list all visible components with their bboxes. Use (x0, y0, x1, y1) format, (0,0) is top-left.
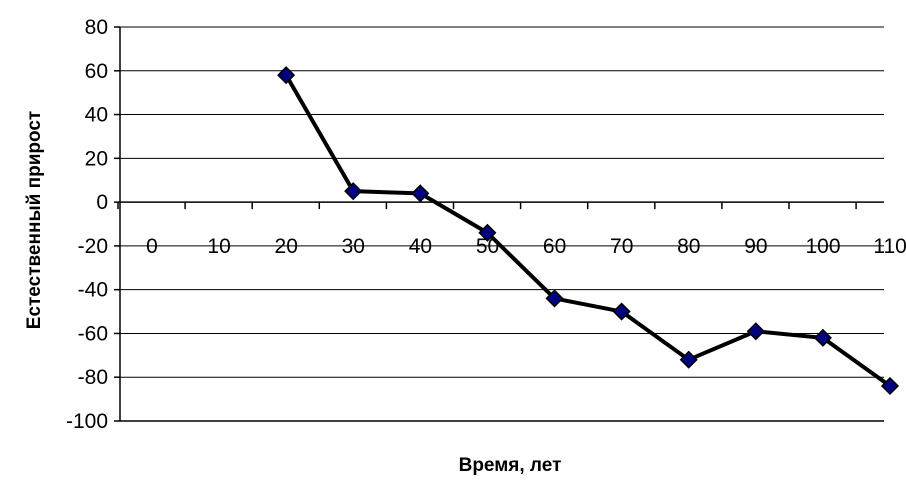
x-tick-label: 10 (207, 235, 230, 258)
y-tick-label: -100 (66, 410, 108, 433)
y-axis-ticks: 80 60 40 20 0 -20 -40 -60 -80 -100 (66, 16, 120, 433)
x-tick-label: 40 (409, 235, 432, 258)
x-tick-label: 90 (744, 235, 767, 258)
y-tick-label: 40 (85, 104, 108, 127)
x-tick-label: 110 (873, 235, 906, 258)
x-axis-title: Время, лет (459, 455, 562, 476)
y-tick-label: -40 (78, 279, 108, 302)
data-point-marker (679, 350, 698, 369)
x-tick-label: 70 (610, 235, 633, 258)
y-tick-label: -20 (78, 235, 108, 258)
data-point-marker (411, 184, 430, 203)
x-tick-label: 100 (805, 235, 840, 258)
y-tick-label: 60 (85, 60, 108, 83)
y-tick-label: 20 (85, 147, 108, 170)
data-point-marker (813, 328, 832, 347)
data-point-marker (344, 182, 363, 201)
x-tick-label: 0 (146, 235, 158, 258)
data-point-marker (746, 322, 765, 341)
y-tick-label: 80 (85, 16, 108, 39)
x-tick-label: 80 (677, 235, 700, 258)
data-point-marker (545, 289, 564, 308)
x-tick-label: 60 (543, 235, 566, 258)
y-tick-label: -60 (78, 322, 108, 345)
data-point-marker (612, 302, 631, 321)
x-axis-ticks: 0 10 20 30 40 50 60 70 80 90 100 110 (117, 202, 906, 258)
x-tick-label: 20 (275, 235, 298, 258)
series-line (284, 74, 892, 388)
y-tick-label: 0 (96, 191, 108, 214)
data-point-marker (880, 376, 900, 396)
series-layer (277, 66, 900, 396)
x-tick-label: 30 (342, 235, 365, 258)
data-point-marker (277, 66, 296, 85)
y-axis-title: Естественный прирост (24, 111, 45, 329)
y-tick-label: -80 (78, 366, 108, 389)
data-point-marker (478, 223, 497, 242)
